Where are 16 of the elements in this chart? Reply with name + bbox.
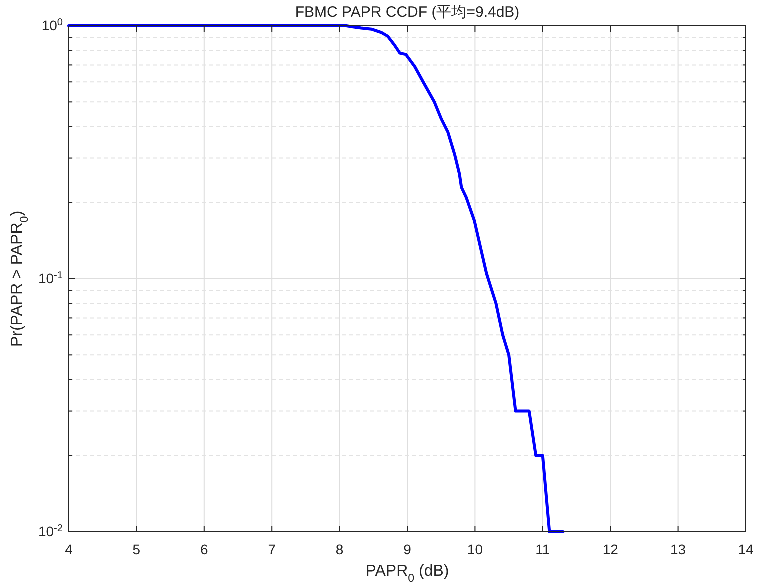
x-tick-label: 13 bbox=[670, 542, 686, 558]
y-tick-label: 10$^{-1}$ bbox=[38, 270, 64, 286]
x-tick-label: 7 bbox=[268, 542, 276, 558]
x-tick-label: 4 bbox=[65, 542, 74, 558]
chart-title: FBMC PAPR CCDF (平均=9.4dB) bbox=[295, 4, 520, 21]
x-tick-label: 5 bbox=[132, 542, 141, 558]
y-tick-label: 10$^{0}$ bbox=[42, 16, 64, 34]
x-tick-label: 11 bbox=[536, 542, 550, 558]
x-tick-label: 14 bbox=[738, 542, 754, 558]
x-tick-label: 10 bbox=[467, 542, 484, 558]
x-tick-label: 12 bbox=[602, 542, 619, 558]
x-tick-label: 9 bbox=[404, 542, 412, 558]
x-tick-label: 6 bbox=[200, 542, 208, 558]
x-tick-label: 8 bbox=[336, 542, 344, 558]
y-tick-label: 10$^{-2}$ bbox=[38, 522, 64, 540]
x-axis-title: PAPR$_{0}$ (dB) bbox=[366, 563, 450, 583]
